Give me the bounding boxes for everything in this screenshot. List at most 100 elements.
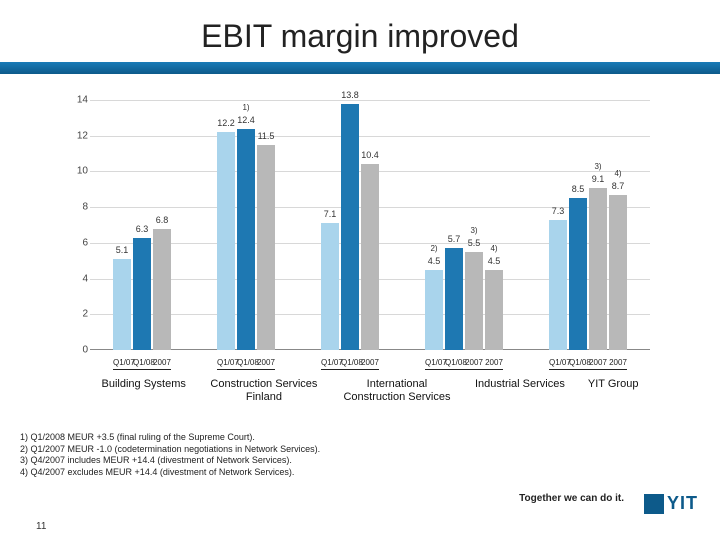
bar: 11.5 — [257, 145, 275, 350]
tagline: Together we can do it. — [519, 493, 624, 504]
category-labels: Building Systems Construction Services Fi… — [90, 378, 650, 404]
x-tick-group: Q1/07Q1/082007 — [217, 358, 275, 370]
bar: 8.5 — [569, 198, 587, 350]
x-tick-label: 2007 — [609, 358, 627, 367]
bar-value-label: 13.8 — [341, 90, 359, 100]
x-tick-label: Q1/08 — [237, 358, 255, 367]
footnote-mark: 3) — [594, 162, 601, 171]
bar-value-label: 5.5 — [468, 238, 481, 248]
x-tick-label: Q1/07 — [321, 358, 339, 367]
bar: 7.1 — [321, 223, 339, 350]
bar-value-label: 11.5 — [258, 131, 275, 141]
footnote: 2) Q1/2007 MEUR -1.0 (codetermination ne… — [20, 444, 320, 456]
bar-group: 7.113.810.4 — [321, 104, 379, 350]
bar: 10.4 — [361, 164, 379, 350]
footnote-mark: 1) — [242, 103, 249, 112]
x-tick-label: Q1/08 — [133, 358, 151, 367]
y-tick: 4 — [82, 273, 88, 284]
chart: 02468101214 5.16.36.812.212.41)11.57.113… — [90, 100, 650, 350]
x-tick-label: 2007 — [361, 358, 379, 367]
x-tick-label: 2007 — [485, 358, 503, 367]
page-number: 11 — [36, 521, 46, 532]
title-band — [0, 62, 720, 74]
x-tick-label: Q1/08 — [569, 358, 587, 367]
bar-group: 12.212.41)11.5 — [217, 129, 275, 350]
bar-value-label: 8.5 — [572, 184, 585, 194]
y-tick: 6 — [82, 237, 88, 248]
bar: 8.74) — [609, 195, 627, 350]
y-tick: 0 — [82, 345, 88, 356]
footnote-mark: 3) — [470, 226, 477, 235]
footnote-mark: 2) — [430, 244, 437, 253]
bar: 12.2 — [217, 132, 235, 350]
bar-value-label: 8.7 — [612, 181, 625, 191]
footnote: 4) Q4/2007 excludes MEUR +14.4 (divestme… — [20, 467, 320, 479]
y-tick: 10 — [77, 166, 88, 177]
bar: 6.8 — [153, 229, 171, 350]
bar: 5.53) — [465, 252, 483, 350]
x-tick-label: Q1/08 — [341, 358, 359, 367]
bar: 9.13) — [589, 188, 607, 351]
x-tick-label: Q1/07 — [425, 358, 443, 367]
y-axis: 02468101214 — [60, 100, 88, 350]
x-tick-label: 2007 — [589, 358, 607, 367]
y-tick: 12 — [77, 130, 88, 141]
category-label: Industrial Services — [475, 378, 565, 404]
bar-value-label: 4.5 — [428, 256, 441, 266]
x-tick-group: Q1/07Q1/082007 — [113, 358, 171, 370]
bar: 7.3 — [549, 220, 567, 350]
x-underline — [321, 369, 379, 370]
x-tick-labels: Q1/07Q1/082007Q1/07Q1/082007Q1/07Q1/0820… — [90, 358, 650, 370]
y-tick: 8 — [82, 202, 88, 213]
x-underline — [549, 369, 627, 370]
bar: 6.3 — [133, 238, 151, 351]
bar-group: 7.38.59.13)8.74) — [549, 188, 627, 351]
footnote-mark: 4) — [614, 169, 621, 178]
bar-groups: 5.16.36.812.212.41)11.57.113.810.44.52)5… — [90, 100, 650, 350]
x-tick-label: Q1/07 — [217, 358, 235, 367]
page-title: EBIT margin improved — [0, 18, 720, 55]
bar-value-label: 5.7 — [448, 234, 461, 244]
bar: 13.8 — [341, 104, 359, 350]
bar: 12.41) — [237, 129, 255, 350]
bar: 4.54) — [485, 270, 503, 350]
bar-value-label: 4.5 — [488, 256, 501, 266]
x-underline — [425, 369, 503, 370]
bar-group: 4.52)5.75.53)4.54) — [425, 248, 503, 350]
bar: 5.7 — [445, 248, 463, 350]
x-tick-label: 2007 — [153, 358, 171, 367]
logo-icon — [644, 494, 664, 514]
category-label: YIT Group — [588, 378, 639, 404]
category-label: Construction Services Finland — [209, 378, 319, 404]
bar-value-label: 6.8 — [156, 215, 169, 225]
category-label: International Construction Services — [342, 378, 452, 404]
x-tick-label: Q1/07 — [113, 358, 131, 367]
x-underline — [217, 369, 275, 370]
bar-value-label: 7.1 — [324, 209, 337, 219]
x-tick-group: Q1/07Q1/0820072007 — [425, 358, 503, 370]
x-tick-label: Q1/08 — [445, 358, 463, 367]
bar-group: 5.16.36.8 — [113, 229, 171, 350]
bar-value-label: 6.3 — [136, 224, 149, 234]
bar-value-label: 12.2 — [217, 118, 235, 128]
footnote: 3) Q4/2007 includes MEUR +14.4 (divestme… — [20, 455, 320, 467]
footnotes: 1) Q1/2008 MEUR +3.5 (final ruling of th… — [20, 432, 320, 479]
category-label: Building Systems — [102, 378, 186, 404]
x-tick-label: 2007 — [465, 358, 483, 367]
footnote: 1) Q1/2008 MEUR +3.5 (final ruling of th… — [20, 432, 320, 444]
x-tick-group: Q1/07Q1/082007 — [321, 358, 379, 370]
footnote-mark: 4) — [490, 244, 497, 253]
x-tick-group: Q1/07Q1/0820072007 — [549, 358, 627, 370]
x-tick-label: Q1/07 — [549, 358, 567, 367]
x-underline — [113, 369, 171, 370]
logo: YIT — [644, 493, 698, 514]
logo-text: YIT — [667, 493, 698, 514]
bar-value-label: 5.1 — [116, 245, 129, 255]
bar: 5.1 — [113, 259, 131, 350]
bar-value-label: 9.1 — [592, 174, 605, 184]
x-tick-label: 2007 — [257, 358, 275, 367]
y-tick: 14 — [77, 95, 88, 106]
bar-value-label: 10.4 — [361, 150, 379, 160]
y-tick: 2 — [82, 309, 88, 320]
bar-value-label: 12.4 — [237, 115, 255, 125]
